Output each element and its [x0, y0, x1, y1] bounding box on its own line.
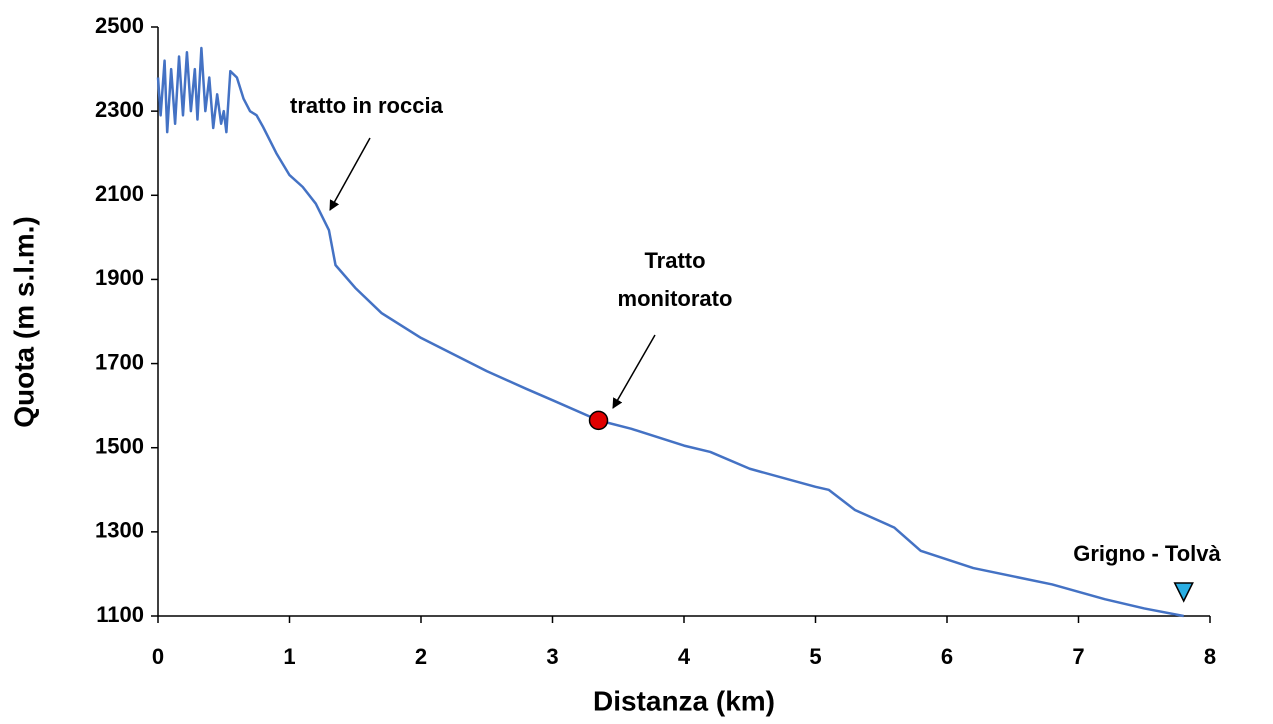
arrow: [329, 137, 371, 211]
arrow: [612, 334, 656, 409]
marker: [1173, 582, 1194, 603]
x-tick-label: 1: [283, 644, 295, 669]
y-tick-label: 2300: [95, 97, 144, 122]
x-tick-label: 6: [941, 644, 953, 669]
x-tick-label: 3: [546, 644, 558, 669]
x-tick-label: 7: [1072, 644, 1084, 669]
y-tick-label: 1300: [95, 518, 144, 543]
y-axis-title: Quota (m s.l.m.): [8, 216, 39, 428]
annotation: monitorato: [618, 286, 733, 311]
y-tick-label: 1500: [95, 434, 144, 459]
annotation: tratto in roccia: [290, 93, 444, 118]
annotation: Tratto: [644, 248, 705, 273]
y-tick-label: 1900: [95, 265, 144, 290]
x-tick-label: 8: [1204, 644, 1216, 669]
y-tick-label: 2500: [95, 13, 144, 38]
annotation: Grigno - Tolvà: [1073, 541, 1221, 566]
x-tick-label: 4: [678, 644, 691, 669]
y-tick-label: 1100: [96, 602, 144, 627]
y-tick-label: 1700: [95, 349, 144, 374]
marker: [588, 410, 609, 431]
x-tick-label: 5: [809, 644, 821, 669]
x-axis-title: Distanza (km): [593, 685, 775, 716]
y-tick-label: 2100: [95, 181, 144, 206]
x-tick-label: 2: [415, 644, 427, 669]
line: [156, 46, 1184, 618]
x-tick-label: 0: [152, 644, 164, 669]
